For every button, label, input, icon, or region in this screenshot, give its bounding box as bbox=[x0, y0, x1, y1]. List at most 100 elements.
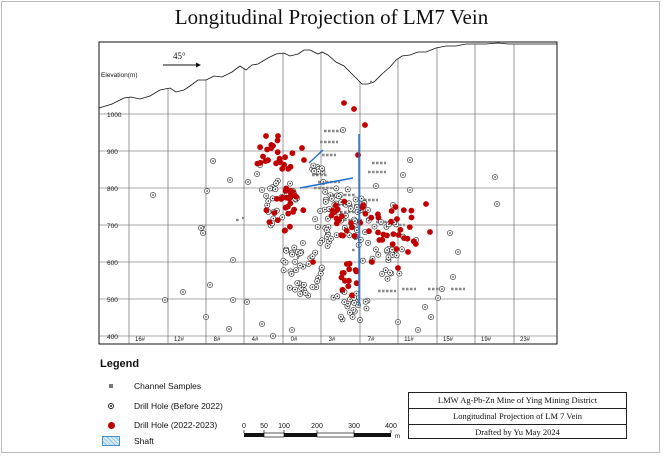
drill-hole-old bbox=[359, 257, 366, 264]
grid bbox=[98, 41, 558, 345]
drill-hole-old bbox=[230, 257, 236, 263]
drill-hole-old bbox=[346, 232, 353, 239]
drill-hole-old bbox=[371, 223, 378, 230]
drill-hole-new bbox=[351, 106, 357, 112]
legend-label: Shaft bbox=[134, 436, 154, 446]
drill-hole-new bbox=[376, 237, 383, 243]
drill-hole-new bbox=[289, 150, 296, 157]
drill-hole-new bbox=[369, 259, 375, 265]
elevation-label: 800 bbox=[107, 186, 118, 193]
drill-hole-new bbox=[346, 266, 353, 273]
drill-hole-new bbox=[282, 154, 288, 161]
drill-hole-new bbox=[279, 194, 286, 201]
drill-hole-new bbox=[368, 214, 375, 221]
drill-hole-new bbox=[395, 232, 402, 238]
drill-hole-old bbox=[447, 230, 453, 236]
drill-hole-old bbox=[407, 187, 413, 193]
drill-hole-old bbox=[455, 249, 461, 255]
drill-hole-old bbox=[379, 270, 385, 277]
drill-hole-new bbox=[281, 227, 288, 234]
drill-hole-old bbox=[259, 187, 265, 193]
drill-hole-old bbox=[362, 298, 369, 305]
drill-hole-old bbox=[450, 274, 456, 280]
legend-item-shaft: Shaft bbox=[100, 434, 154, 448]
drill-hole-new bbox=[254, 160, 261, 167]
drill-hole-old bbox=[265, 198, 272, 204]
exploration-line-label: 11# bbox=[404, 337, 414, 343]
drill-hole-new bbox=[355, 152, 361, 158]
exploration-line-label: 15# bbox=[443, 337, 454, 343]
drill-hole-old bbox=[288, 270, 295, 277]
drill-hole-new bbox=[423, 201, 429, 207]
drill-hole-old bbox=[297, 290, 304, 297]
drill-hole-new bbox=[339, 286, 346, 293]
topography-profile bbox=[98, 42, 557, 109]
drill-hole-old bbox=[311, 168, 317, 174]
exploration-line-label: 7# bbox=[368, 337, 375, 343]
drill-hole-old bbox=[346, 309, 353, 316]
drill-hole-old bbox=[384, 275, 391, 282]
drill-hole-new bbox=[277, 159, 283, 166]
drill-hole-old bbox=[267, 185, 273, 192]
drill-hole-old bbox=[494, 201, 500, 207]
drill-hole-old bbox=[327, 235, 334, 242]
legend-label: Drill Hole (Before 2022) bbox=[134, 401, 223, 411]
elevation-label: 1000 bbox=[107, 112, 122, 119]
drill-hole-new bbox=[264, 146, 270, 153]
drill-hole-new bbox=[266, 219, 273, 226]
exploration-line-label: 16# bbox=[135, 337, 146, 343]
shaft-line bbox=[308, 149, 324, 164]
drill-hole-old bbox=[312, 216, 318, 222]
drill-hole-old bbox=[254, 171, 260, 177]
drill-hole-old bbox=[492, 174, 498, 180]
drill-hole-old bbox=[245, 179, 251, 185]
drill-hole-old bbox=[198, 225, 204, 231]
drill-hole-new bbox=[287, 223, 293, 230]
drill-hole-new bbox=[357, 219, 364, 226]
drill-hole-old bbox=[324, 215, 331, 222]
legend-label: Channel Samples bbox=[134, 381, 202, 391]
drill-hole-old bbox=[322, 188, 329, 195]
legend-item-channel: Channel Samples bbox=[100, 379, 201, 393]
title-block: LMW Ag-Pb-Zn Mine of Ying Mining Distric… bbox=[408, 392, 627, 439]
drill-hole-new bbox=[353, 280, 360, 287]
exploration-line-label: 8# bbox=[214, 337, 221, 343]
drill-hole-new bbox=[397, 226, 404, 233]
drill-hole-old bbox=[351, 299, 358, 306]
drill-hole-new bbox=[300, 207, 307, 214]
drill-hole-old bbox=[300, 281, 307, 288]
map-frame bbox=[98, 41, 558, 345]
title-block-mine: LMW Ag-Pb-Zn Mine of Ying Mining Distric… bbox=[409, 393, 626, 409]
drill-hole-old bbox=[385, 254, 392, 261]
drill-hole-old bbox=[318, 264, 325, 271]
drill-hole-old-swatch bbox=[108, 403, 114, 409]
drill-hole-old bbox=[393, 252, 400, 259]
drill-hole-old bbox=[395, 319, 401, 325]
shaft-line bbox=[299, 177, 354, 189]
elevation-label: 700 bbox=[107, 223, 118, 230]
drill-hole-old bbox=[310, 162, 317, 169]
drill-hole-new bbox=[404, 235, 411, 242]
drill-hole-old bbox=[226, 326, 232, 332]
drill-hole-new bbox=[279, 165, 286, 172]
drill-hole-new bbox=[301, 157, 307, 163]
drill-hole-new bbox=[390, 231, 397, 238]
drill-hole-old bbox=[319, 165, 325, 172]
drill-hole-old bbox=[415, 327, 421, 333]
drill-hole-old bbox=[344, 186, 351, 193]
drill-hole-old bbox=[323, 227, 330, 233]
drill-hole-old bbox=[363, 305, 370, 312]
drill-hole-new bbox=[362, 122, 368, 128]
drill-hole-old bbox=[309, 284, 316, 290]
drill-hole-new bbox=[274, 149, 281, 156]
channel-samples bbox=[203, 80, 465, 293]
drill-hole-new bbox=[275, 133, 281, 139]
exploration-line-label: 4# bbox=[252, 337, 259, 343]
elevation-label: 500 bbox=[107, 297, 118, 304]
drill-hole-old bbox=[387, 269, 393, 276]
drill-hole-old bbox=[309, 253, 316, 260]
drill-hole-old bbox=[435, 295, 441, 301]
drill-hole-new bbox=[405, 249, 411, 255]
drill-hole-old bbox=[200, 230, 206, 236]
